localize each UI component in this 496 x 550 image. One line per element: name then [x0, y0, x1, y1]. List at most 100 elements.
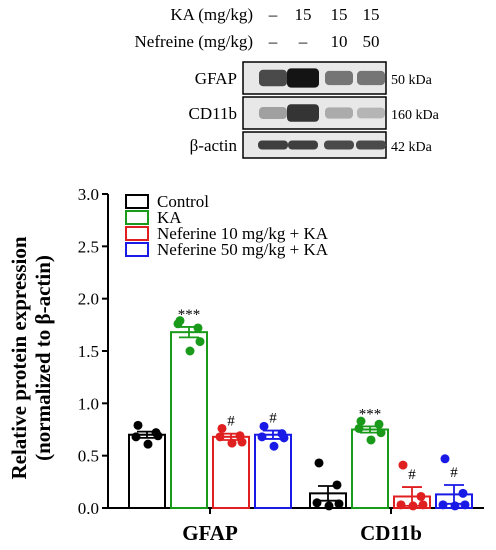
treatment-label: KA (mg/kg) — [170, 5, 253, 24]
legend-swatch — [125, 226, 149, 241]
blot-row: CD11b 160 kDa — [189, 96, 440, 130]
data-point — [185, 346, 195, 356]
data-point — [450, 501, 460, 511]
bar — [212, 435, 250, 509]
molecular-weight-label: 160 kDa — [391, 108, 440, 123]
treatment-dose: 15 — [363, 5, 380, 24]
treatment-dose: 50 — [363, 32, 380, 51]
treatment-dose: – — [268, 5, 278, 24]
y-tick-label: 0.5 — [78, 447, 99, 466]
bar-group-item: # — [254, 411, 292, 510]
x-tick-label: GFAP — [182, 521, 238, 545]
blot-band — [356, 140, 386, 150]
y-tick-label: 0.0 — [78, 499, 99, 518]
y-axis-label-line1: Relative protein expression — [7, 236, 31, 479]
significance-marker: # — [227, 414, 235, 430]
legend-swatch — [125, 242, 149, 257]
blot-band — [288, 140, 318, 150]
significance-marker: *** — [359, 406, 382, 422]
data-point — [312, 498, 322, 508]
treatment-label: Nefreine (mg/kg) — [135, 32, 253, 51]
data-point — [143, 439, 153, 449]
bar-group-item: # — [212, 414, 250, 509]
significance-marker: # — [450, 465, 458, 481]
data-point — [237, 437, 247, 447]
bar-group-item: *** — [170, 307, 208, 509]
y-tick-label: 2.5 — [78, 237, 99, 256]
bar-group-item: *** — [351, 406, 389, 509]
data-point — [173, 319, 183, 329]
significance-marker: # — [408, 467, 416, 483]
data-point — [396, 500, 406, 510]
data-point — [460, 500, 470, 510]
data-point — [438, 500, 448, 510]
blot-band — [258, 140, 288, 150]
legend-item: KA — [125, 208, 182, 227]
blot-band — [357, 107, 385, 119]
data-point — [374, 419, 384, 429]
blot-band — [259, 69, 287, 87]
data-point — [314, 458, 324, 468]
data-point — [269, 441, 279, 451]
legend-label: KA — [157, 208, 182, 227]
significance-marker: # — [269, 411, 277, 427]
blot-row: GFAP 50 kDa — [195, 61, 433, 95]
blot-band — [325, 107, 353, 119]
data-point — [416, 491, 426, 501]
legend-item: Neferine 10 mg/kg + KA — [125, 224, 329, 243]
bar-group-item — [309, 458, 347, 511]
data-point — [193, 323, 203, 333]
legend-item: Neferine 50 mg/kg + KA — [125, 240, 329, 259]
data-point — [418, 500, 428, 510]
data-point — [257, 432, 267, 442]
legend-item: Control — [125, 192, 209, 211]
treatment-dose: 10 — [331, 32, 348, 51]
treatment-dose: 15 — [331, 5, 348, 24]
data-point — [195, 337, 205, 347]
data-point — [133, 420, 143, 430]
legend-swatch — [125, 210, 149, 225]
data-point — [215, 432, 225, 442]
molecular-weight-label: 50 kDa — [391, 73, 433, 88]
bar-group-item: # — [393, 460, 431, 511]
blot-band — [357, 70, 385, 86]
data-point — [131, 432, 141, 442]
y-axis: 0.0 0.5 1.0 1.5 2.0 2.5 3.0 — [78, 185, 109, 518]
data-point — [217, 423, 227, 433]
blot-band — [325, 70, 353, 86]
data-point — [279, 433, 289, 443]
blot-row: β-actin 42 kDa — [190, 131, 433, 159]
x-axis: GFAP CD11b — [108, 507, 484, 545]
legend-label: Control — [157, 192, 209, 211]
blot-band — [287, 104, 319, 122]
data-point — [376, 428, 386, 438]
bar-chart: 0.00.51.01.52.02.53.0 GFAP CD11b ***# # ***… — [7, 185, 484, 545]
legend-swatch — [125, 194, 149, 209]
data-point — [334, 499, 344, 509]
blot-band — [259, 107, 287, 119]
blot-band — [324, 140, 354, 150]
y-tick-label: 1.0 — [78, 394, 99, 413]
data-point — [398, 460, 408, 470]
y-tick-label: 2.0 — [78, 290, 99, 309]
protein-label: CD11b — [189, 104, 238, 123]
data-point — [153, 431, 163, 441]
protein-label: GFAP — [195, 69, 237, 88]
data-point — [332, 480, 342, 490]
y-tick-label: 1.5 — [78, 342, 99, 361]
data-point — [440, 454, 450, 464]
protein-label: β-actin — [190, 136, 238, 155]
data-point — [354, 423, 364, 433]
data-point — [366, 435, 376, 445]
y-tick-label: 3.0 — [78, 185, 99, 204]
legend-label: Neferine 50 mg/kg + KA — [157, 240, 329, 259]
bar-groups: *** # # *** # # — [128, 307, 473, 511]
significance-marker: *** — [178, 307, 201, 323]
data-point — [259, 421, 269, 431]
data-point — [408, 501, 418, 511]
y-axis-label-line2: (normalized to β-actin) — [31, 255, 55, 461]
treatment-dose: 15 — [295, 5, 312, 24]
